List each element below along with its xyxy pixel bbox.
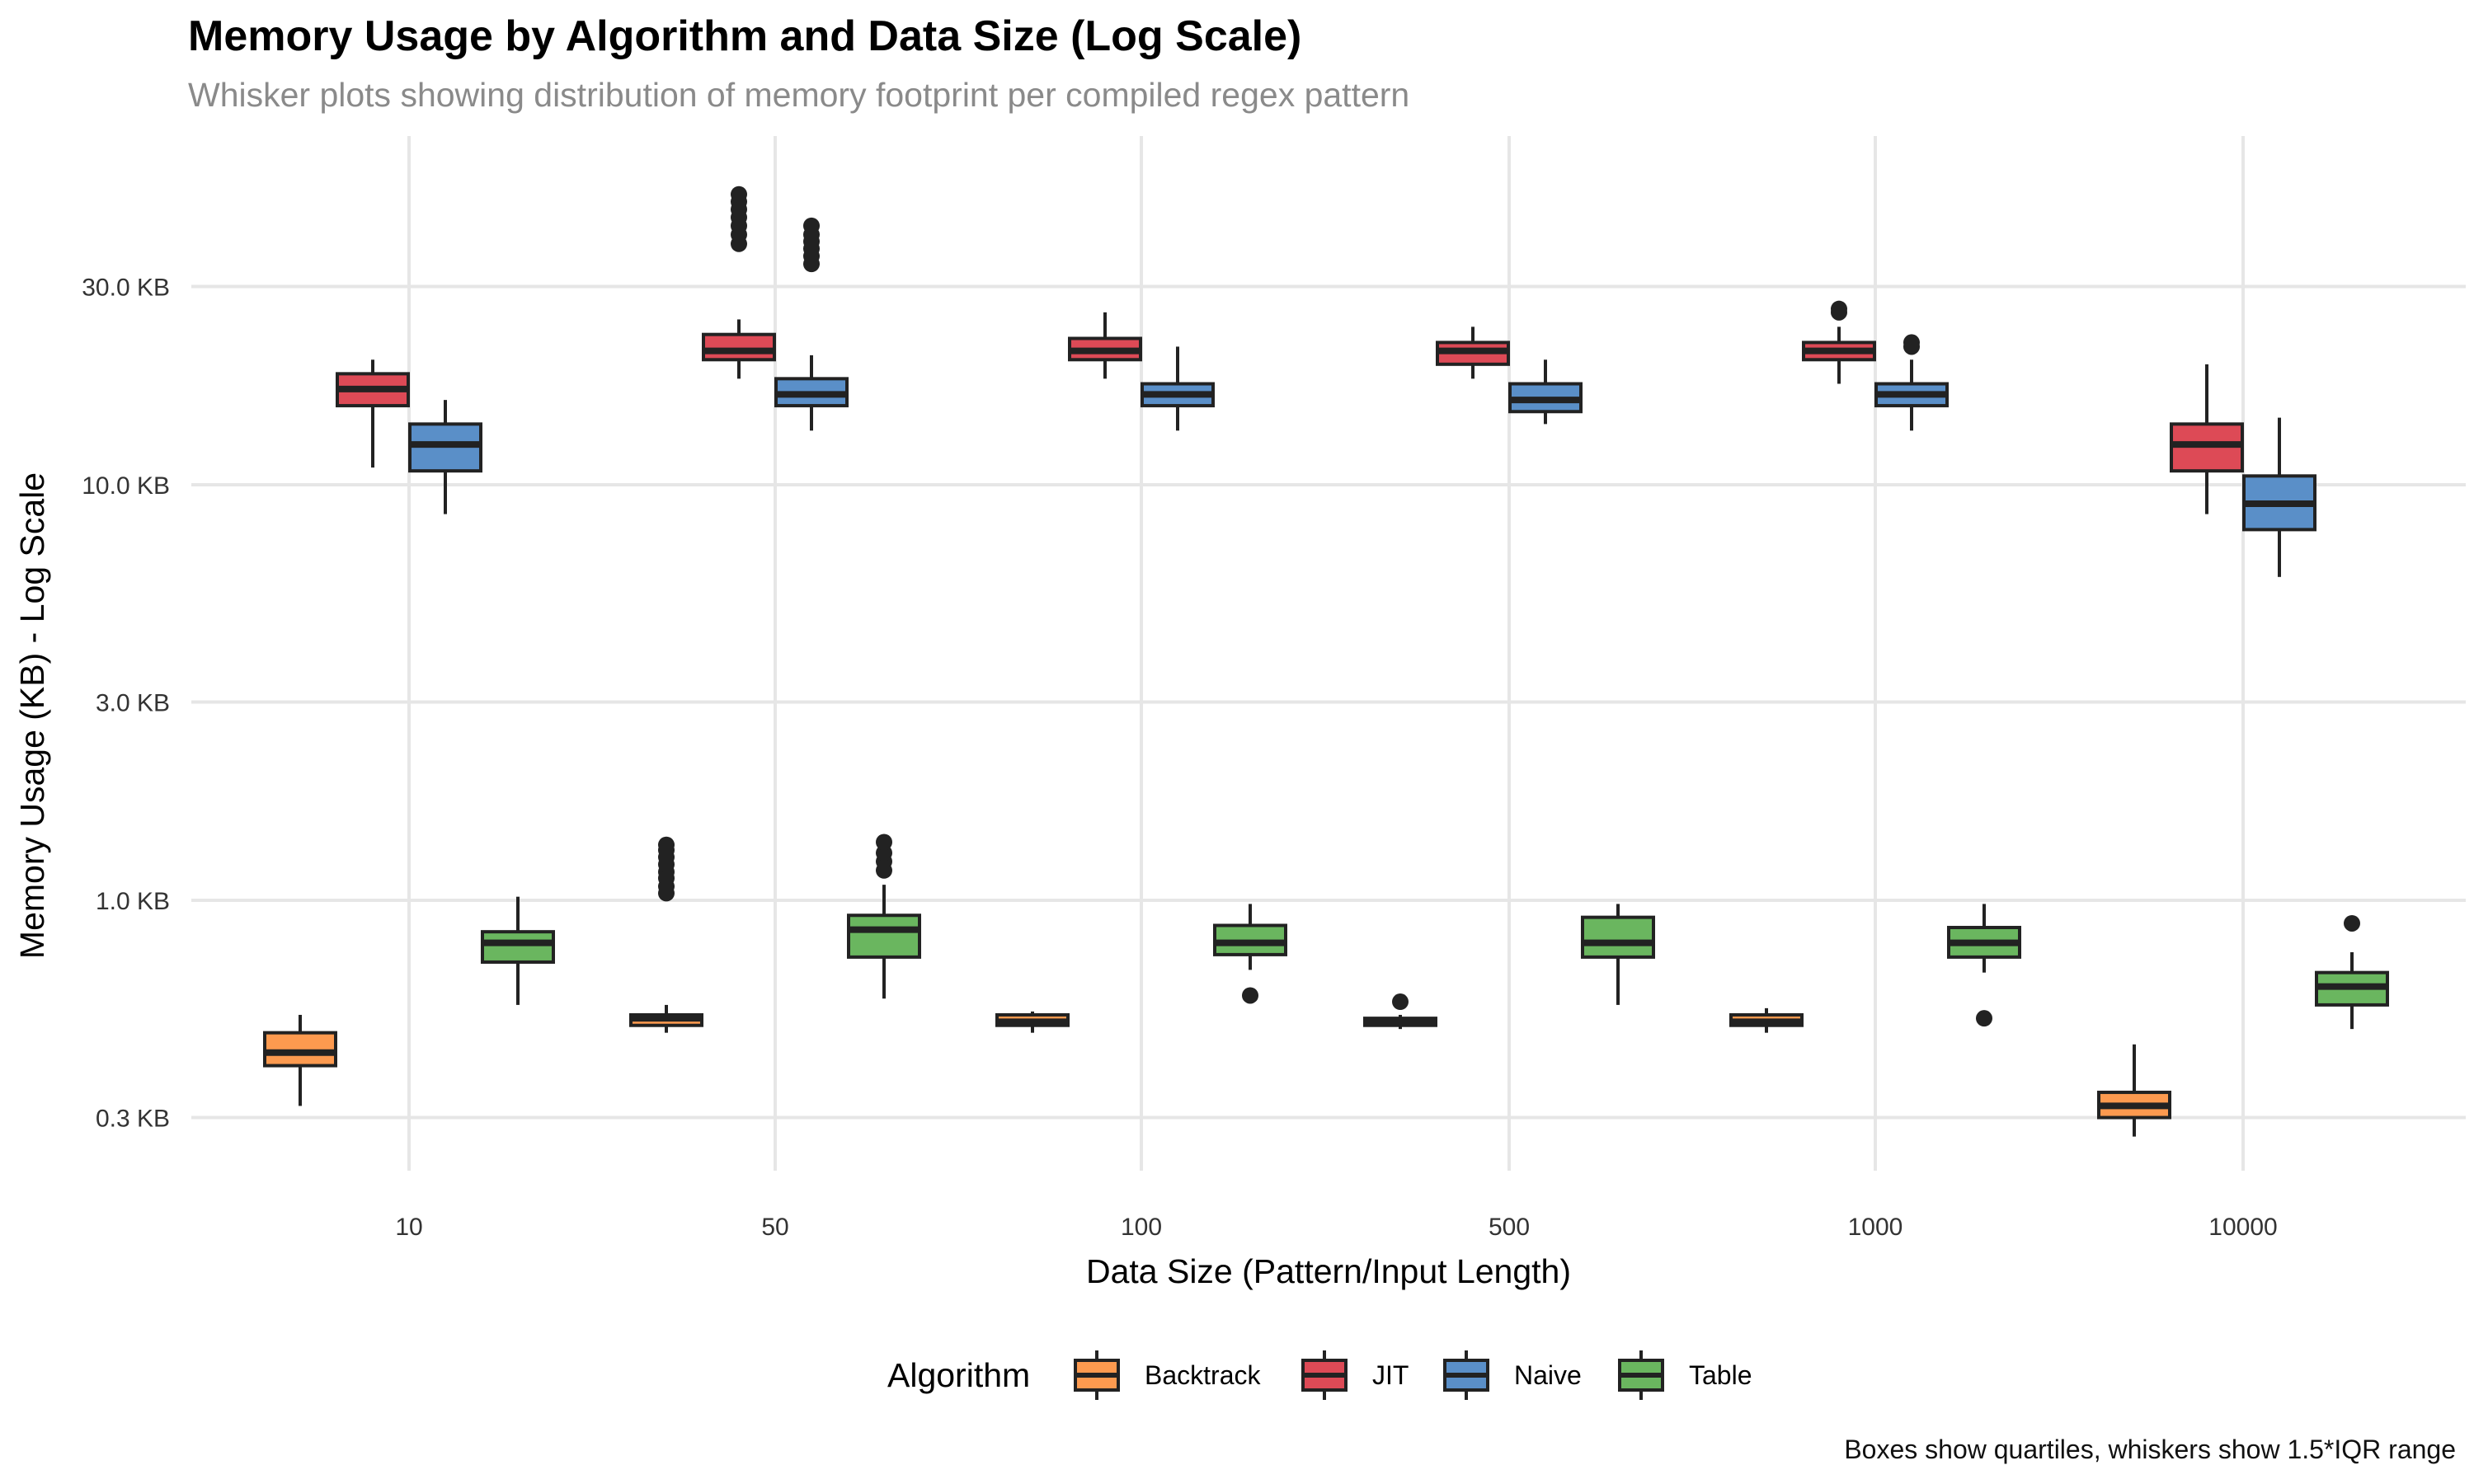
x-axis-title: Data Size (Pattern/Input Length) bbox=[1086, 1252, 1571, 1290]
box-table-50 bbox=[847, 834, 921, 999]
x-tick-label: 500 bbox=[1489, 1214, 1530, 1241]
legend-label: JIT bbox=[1372, 1360, 1409, 1390]
box-table-10000 bbox=[2315, 914, 2389, 1030]
legend-label: Backtrack bbox=[1145, 1360, 1261, 1390]
box-table-500 bbox=[1581, 904, 1655, 1005]
outlier-point-naive bbox=[803, 217, 820, 234]
box-backtrack-10 bbox=[263, 1014, 337, 1106]
outlier-point-table bbox=[2344, 914, 2360, 932]
box-jit-100 bbox=[1068, 312, 1142, 379]
box-backtrack-500 bbox=[1363, 993, 1437, 1030]
x-tick-label: 10000 bbox=[2208, 1214, 2277, 1241]
plot-marks bbox=[263, 186, 2389, 1137]
y-tick-label: 30.0 KB bbox=[82, 275, 170, 302]
legend-item-naive: Naive bbox=[1443, 1350, 1582, 1400]
y-tick-label: 1.0 KB bbox=[96, 888, 170, 915]
box-table-10 bbox=[481, 896, 555, 1005]
y-axis-title: Memory Usage (KB) - Log Scale bbox=[13, 472, 51, 959]
chart-caption: Boxes show quartiles, whiskers show 1.5*… bbox=[1844, 1435, 2456, 1464]
box-backtrack-10000 bbox=[2097, 1044, 2171, 1137]
outlier-point-table bbox=[1976, 1010, 1992, 1027]
legend-item-backtrack: Backtrack bbox=[1074, 1350, 1261, 1400]
grid-lines bbox=[191, 136, 2466, 1171]
outlier-point-backtrack bbox=[658, 836, 675, 853]
box-jit-500 bbox=[1436, 326, 1510, 379]
box-backtrack-1000 bbox=[1729, 1007, 1804, 1033]
x-tick-label: 100 bbox=[1121, 1214, 1162, 1241]
box-naive-50 bbox=[774, 217, 849, 431]
iqr-box-jit bbox=[702, 332, 776, 362]
chart-title: Memory Usage by Algorithm and Data Size … bbox=[188, 12, 1302, 60]
box-jit-1000 bbox=[1802, 300, 1876, 384]
x-tick-label: 1000 bbox=[1848, 1214, 1903, 1241]
outlier-point-jit bbox=[1831, 300, 1847, 317]
legend-label: Naive bbox=[1514, 1360, 1582, 1390]
chart-subtitle: Whisker plots showing distribution of me… bbox=[188, 76, 1410, 114]
box-naive-10 bbox=[408, 400, 482, 514]
iqr-box-backtrack bbox=[263, 1031, 337, 1068]
box-jit-10 bbox=[336, 359, 410, 468]
y-tick-label: 10.0 KB bbox=[82, 472, 170, 500]
box-table-1000 bbox=[1947, 904, 2021, 1027]
legend-title: Algorithm bbox=[887, 1356, 1030, 1394]
box-naive-1000 bbox=[1874, 334, 1949, 431]
box-backtrack-50 bbox=[629, 836, 703, 1033]
legend: Algorithm Backtrack JIT Naive Table bbox=[887, 1350, 1752, 1400]
outlier-point-table bbox=[1242, 987, 1258, 1004]
outlier-point-table bbox=[876, 834, 892, 851]
iqr-box-table bbox=[481, 930, 555, 964]
x-tick-label: 50 bbox=[761, 1214, 788, 1241]
box-jit-50 bbox=[702, 186, 776, 379]
axes: 0.3 KB 1.0 KB 3.0 KB 10.0 KB 30.0 KB 10 50 100 5… bbox=[13, 275, 2278, 1290]
y-tick-label: 0.3 KB bbox=[96, 1106, 170, 1133]
box-naive-10000 bbox=[2242, 417, 2316, 577]
x-tick-label: 10 bbox=[395, 1214, 422, 1241]
legend-item-jit: JIT bbox=[1301, 1350, 1409, 1400]
y-tick-label: 3.0 KB bbox=[96, 690, 170, 717]
outlier-point-naive bbox=[1903, 334, 1920, 351]
iqr-box-table bbox=[847, 913, 921, 959]
outlier-point-jit bbox=[731, 186, 747, 203]
box-jit-10000 bbox=[2170, 364, 2244, 514]
box-naive-100 bbox=[1141, 346, 1215, 431]
legend-item-table: Table bbox=[1618, 1350, 1752, 1400]
legend-label: Table bbox=[1689, 1360, 1752, 1390]
box-table-100 bbox=[1213, 904, 1287, 1004]
iqr-box-table bbox=[1581, 915, 1655, 959]
box-naive-500 bbox=[1508, 359, 1583, 425]
outlier-point-backtrack bbox=[1392, 993, 1409, 1011]
box-backtrack-100 bbox=[995, 1011, 1070, 1033]
